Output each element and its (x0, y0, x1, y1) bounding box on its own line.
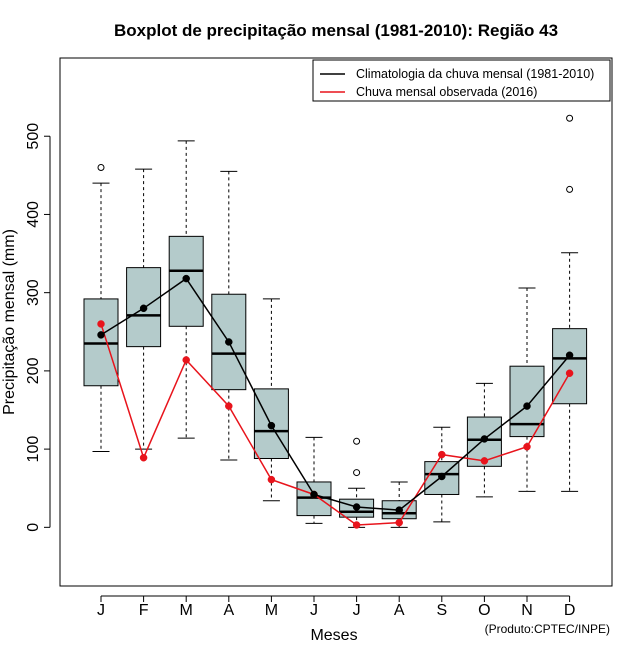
series-line-observed (100, 323, 571, 526)
series-point-climatology (352, 503, 361, 511)
legend: Climatologia da chuva mensal (1981-2010)… (312, 59, 611, 102)
series-point-climatology (225, 338, 233, 346)
legend-label-climatology: Climatologia da chuva mensal (1981-2010) (356, 67, 594, 81)
outlier-point (566, 185, 574, 193)
series-point-observed (438, 450, 446, 459)
x-tick-label: N (521, 602, 533, 619)
series-point-observed (97, 320, 105, 328)
series-point-observed (267, 475, 276, 484)
product-credit: (Produto:CPTEC/INPE) (485, 622, 610, 636)
series-point-climatology (565, 351, 574, 359)
legend-box (312, 59, 611, 102)
x-tick-label: A (394, 602, 405, 619)
series-point-observed (182, 356, 190, 364)
x-tick-label: S (436, 602, 447, 619)
x-tick-label: J (97, 602, 105, 619)
x-tick-label: J (353, 602, 361, 619)
series-point-climatology (438, 472, 446, 481)
outlier-point (353, 437, 361, 445)
x-tick-label: J (310, 602, 318, 619)
y-tick-label: 100 (25, 436, 42, 463)
x-axis-label: Meses (310, 627, 357, 644)
series-point-observed (225, 402, 233, 410)
outlier-point (353, 469, 361, 477)
series-line-climatology (100, 277, 571, 511)
series-point-climatology (267, 421, 276, 430)
x-tick-label: M (265, 602, 278, 619)
plot-frame (59, 57, 613, 587)
series-point-climatology (395, 506, 403, 514)
series-point-observed (480, 457, 489, 465)
box-iqr (552, 328, 588, 405)
outlier-point (566, 114, 574, 122)
y-axis-label: Precipitação mensal (mm) (1, 229, 18, 415)
series-point-observed (352, 521, 361, 529)
outlier-point (97, 164, 105, 172)
legend-label-observed: Chuva mensal observada (2016) (356, 85, 537, 99)
x-tick-label: M (180, 602, 193, 619)
y-tick-label: 500 (25, 123, 42, 150)
chart-title: Boxplot de precipitação mensal (1981-201… (114, 21, 558, 40)
x-tick-label: D (564, 602, 576, 619)
y-tick-label: 200 (25, 357, 42, 384)
x-tick-label: O (478, 602, 490, 619)
x-tick-label: F (139, 602, 149, 619)
y-tick-label: 0 (25, 523, 42, 532)
series-point-climatology (97, 331, 105, 339)
y-tick-label: 400 (25, 201, 42, 228)
series-point-observed (565, 369, 574, 377)
series-point-climatology (182, 274, 190, 283)
series-point-climatology (523, 402, 531, 410)
series-point-climatology (139, 304, 148, 313)
y-tick-label: 300 (25, 279, 42, 306)
series-point-observed (523, 443, 531, 451)
series-point-observed (139, 453, 148, 462)
series-point-climatology (310, 490, 318, 499)
series-point-observed (395, 518, 403, 527)
series-point-climatology (480, 435, 489, 443)
x-tick-label: A (223, 602, 234, 619)
